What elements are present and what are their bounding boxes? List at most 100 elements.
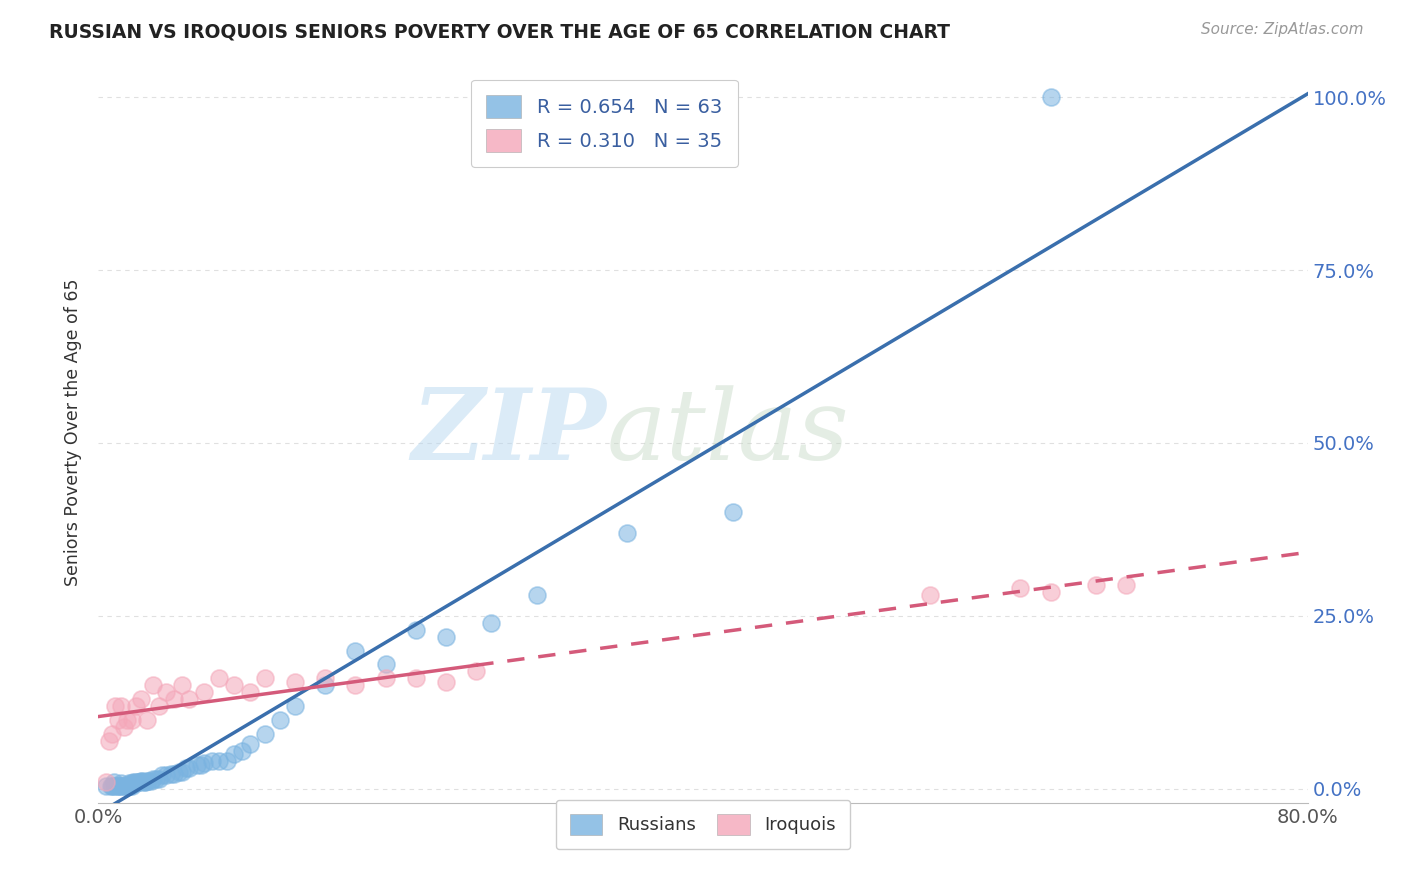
Point — [1085, 578, 1108, 592]
Legend: Russians, Iroquois: Russians, Iroquois — [555, 799, 851, 849]
Point — [215, 754, 238, 768]
Point — [224, 678, 246, 692]
Point — [201, 754, 224, 768]
Point — [344, 643, 367, 657]
Point — [104, 698, 127, 713]
Point — [1039, 90, 1062, 104]
Point — [121, 779, 143, 793]
Point — [145, 772, 167, 786]
Point — [148, 698, 170, 713]
Point — [231, 744, 253, 758]
Point — [112, 720, 135, 734]
Point — [314, 678, 336, 692]
Point — [132, 775, 155, 789]
Point — [616, 525, 638, 540]
Point — [253, 671, 276, 685]
Point — [110, 779, 132, 793]
Point — [94, 779, 117, 793]
Point — [110, 698, 132, 713]
Point — [115, 779, 138, 793]
Point — [193, 756, 215, 770]
Point — [135, 713, 157, 727]
Text: RUSSIAN VS IROQUOIS SENIORS POVERTY OVER THE AGE OF 65 CORRELATION CHART: RUSSIAN VS IROQUOIS SENIORS POVERTY OVER… — [49, 22, 950, 41]
Point — [374, 671, 396, 685]
Point — [100, 779, 122, 793]
Point — [344, 678, 367, 692]
Point — [179, 692, 201, 706]
Point — [208, 754, 231, 768]
Point — [125, 698, 148, 713]
Point — [101, 779, 124, 793]
Point — [150, 768, 173, 782]
Point — [918, 588, 941, 602]
Point — [405, 623, 427, 637]
Point — [179, 761, 201, 775]
Point — [193, 685, 215, 699]
Point — [269, 713, 291, 727]
Point — [98, 733, 121, 747]
Point — [174, 761, 197, 775]
Point — [155, 685, 177, 699]
Point — [105, 779, 128, 793]
Point — [124, 775, 146, 789]
Point — [239, 737, 262, 751]
Point — [107, 713, 129, 727]
Point — [1010, 582, 1032, 596]
Point — [167, 764, 190, 779]
Point — [120, 779, 142, 793]
Point — [155, 768, 177, 782]
Point — [224, 747, 246, 762]
Point — [208, 671, 231, 685]
Point — [134, 775, 156, 789]
Text: atlas: atlas — [606, 385, 849, 480]
Point — [114, 779, 136, 793]
Point — [108, 779, 131, 793]
Point — [170, 764, 193, 779]
Point — [122, 775, 145, 789]
Point — [148, 772, 170, 786]
Point — [434, 630, 457, 644]
Point — [374, 657, 396, 672]
Point — [121, 776, 143, 790]
Point — [190, 757, 212, 772]
Point — [103, 775, 125, 789]
Point — [125, 776, 148, 790]
Point — [186, 757, 208, 772]
Point — [284, 674, 307, 689]
Point — [112, 779, 135, 793]
Point — [526, 588, 548, 602]
Point — [129, 773, 152, 788]
Point — [115, 713, 138, 727]
Point — [118, 779, 141, 793]
Point — [284, 698, 307, 713]
Y-axis label: Seniors Poverty Over the Age of 65: Seniors Poverty Over the Age of 65 — [65, 279, 83, 586]
Point — [131, 773, 153, 788]
Point — [129, 692, 152, 706]
Point — [481, 615, 503, 630]
Point — [405, 671, 427, 685]
Point — [128, 775, 150, 789]
Point — [142, 678, 165, 692]
Text: ZIP: ZIP — [412, 384, 606, 481]
Point — [170, 678, 193, 692]
Point — [1039, 584, 1062, 599]
Point — [136, 773, 159, 788]
Point — [253, 726, 276, 740]
Point — [101, 726, 124, 740]
Point — [723, 505, 745, 519]
Point — [103, 779, 125, 793]
Point — [110, 776, 132, 790]
Point — [163, 692, 186, 706]
Point — [1115, 578, 1137, 592]
Point — [107, 779, 129, 793]
Point — [141, 773, 163, 788]
Point — [142, 772, 165, 786]
Point — [160, 766, 183, 780]
Point — [135, 773, 157, 788]
Point — [465, 665, 488, 679]
Point — [239, 685, 262, 699]
Point — [94, 775, 117, 789]
Point — [314, 671, 336, 685]
Point — [434, 674, 457, 689]
Point — [121, 713, 143, 727]
